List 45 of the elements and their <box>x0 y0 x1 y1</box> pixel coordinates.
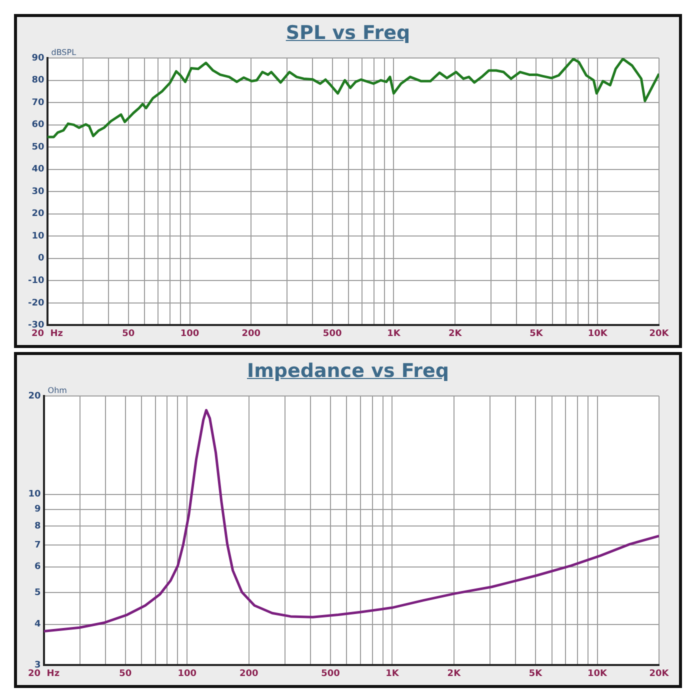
x-tick-label: 1K <box>386 668 400 679</box>
y-tick-label: -10 <box>28 276 44 286</box>
y-tick-label: -20 <box>28 298 44 308</box>
y-tick-label: 40 <box>32 164 44 175</box>
y-tick-label: 4 <box>34 620 41 630</box>
y-tick-label: 90 <box>32 53 44 64</box>
y-tick-label: 80 <box>32 76 44 86</box>
x-tick-label: 500 <box>321 668 340 679</box>
y-tick-label: 7 <box>34 540 41 550</box>
y-axis-title: dBSPL <box>51 48 77 58</box>
x-tick-label: 20K <box>649 328 670 339</box>
chart-title: SPL vs Freq <box>284 21 412 46</box>
chart-title: Impedance vs Freq <box>246 359 450 384</box>
x-tick-label: 500 <box>322 328 342 339</box>
x-tick-label: 20 Hz <box>31 328 64 339</box>
y-axis-title: Ohm <box>48 386 68 396</box>
y-tick-label: 70 <box>32 98 44 108</box>
x-tick-label: 20K <box>649 668 670 679</box>
y-tick-label: 30 <box>32 186 44 197</box>
y-tick-label: 6 <box>34 562 41 572</box>
y-tick-label: 9 <box>34 504 41 515</box>
x-tick-label: 10K <box>588 668 608 679</box>
y-tick-label: 50 <box>32 142 44 152</box>
x-tick-label: 10K <box>588 328 608 339</box>
x-tick-label: 50 <box>119 668 132 679</box>
x-tick-label: 2K <box>448 328 463 339</box>
y-tick-label: 3 <box>34 660 41 671</box>
y-tick-label: 8 <box>34 521 41 532</box>
x-tick-label: 5K <box>530 328 544 339</box>
x-tick-label: 200 <box>242 328 261 339</box>
y-tick-label: 0 <box>38 254 44 264</box>
y-tick-label: 60 <box>32 120 44 130</box>
x-tick-label: 200 <box>239 668 258 679</box>
y-tick-label: 10 <box>28 490 41 500</box>
x-tick-label: 100 <box>180 328 200 339</box>
y-tick-label: 10 <box>32 231 44 242</box>
x-tick-label: 1K <box>387 328 402 339</box>
x-tick-label: 5K <box>528 668 544 679</box>
x-tick-label: 20 Hz <box>28 668 60 679</box>
y-tick-label: 20 <box>32 209 44 220</box>
x-tick-label: 2K <box>447 668 462 679</box>
x-tick-label: 100 <box>178 668 197 679</box>
x-tick-label: 50 <box>122 328 135 339</box>
y-tick-label: 20 <box>28 391 41 402</box>
y-tick-label: 5 <box>34 588 41 598</box>
